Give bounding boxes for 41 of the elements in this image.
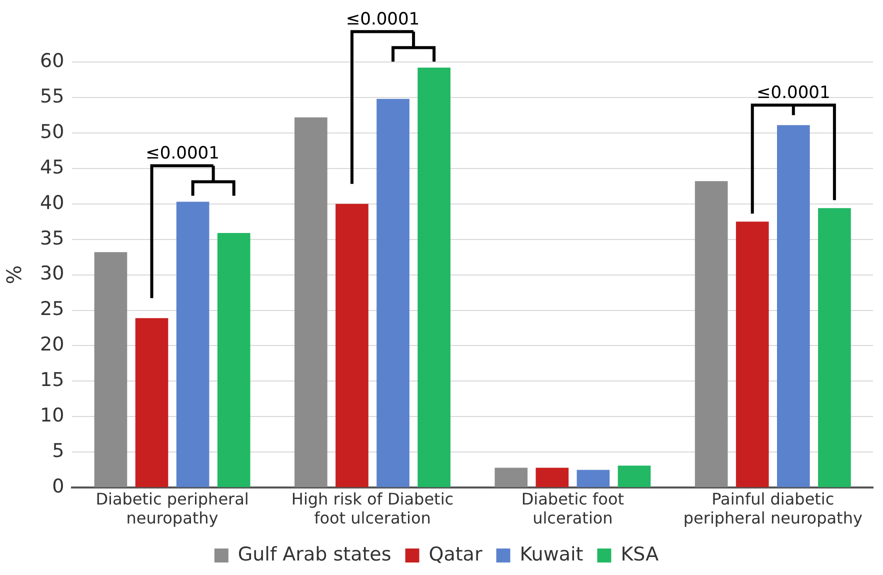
bar xyxy=(694,181,728,488)
y-tick-label: 55 xyxy=(40,85,64,108)
y-tick-label: 15 xyxy=(40,369,64,392)
y-tick-label: 35 xyxy=(40,227,64,250)
bar xyxy=(494,468,528,488)
bar xyxy=(618,466,651,488)
y-tick-label: 50 xyxy=(40,120,64,143)
y-tick-label: 45 xyxy=(40,156,64,178)
bar xyxy=(736,222,769,488)
bar xyxy=(94,252,128,488)
y-tick-label: 10 xyxy=(40,404,64,427)
y-tick-label: 30 xyxy=(40,262,64,285)
bar xyxy=(336,204,368,488)
legend-label: Kuwait xyxy=(520,543,584,566)
legend-label: KSA xyxy=(620,543,659,566)
legend-label: Qatar xyxy=(428,543,482,566)
bar xyxy=(176,202,210,488)
bar xyxy=(818,208,851,488)
x-tick-label: Diabetic foot ulceration xyxy=(521,489,624,528)
annotation: ≤0.0001 xyxy=(756,83,830,104)
bar xyxy=(777,125,810,488)
bar xyxy=(135,318,168,488)
bar xyxy=(418,68,450,488)
legend-label: Gulf Arab states xyxy=(238,543,392,566)
y-tick-label: 40 xyxy=(40,192,64,214)
bar xyxy=(536,468,569,488)
y-tick-label: 0 xyxy=(52,476,64,498)
bar xyxy=(576,470,610,488)
y-tick-label: 60 xyxy=(40,50,64,72)
y-tick-label: 5 xyxy=(52,440,64,462)
y-tick-label: 20 xyxy=(40,334,64,356)
x-tick-label: Diabetic peripheral neuropathy xyxy=(96,489,249,528)
bar xyxy=(294,117,328,488)
y-axis-title: % xyxy=(2,265,26,284)
text: ≤0.0001 xyxy=(346,10,420,30)
annotation: ≤0.0001 xyxy=(146,144,220,164)
y-tick-label: 25 xyxy=(40,298,64,320)
bar xyxy=(376,98,410,488)
bar xyxy=(217,232,250,488)
x-tick-label: Painful diabetic peripheral neuropathy xyxy=(683,489,862,528)
x-tick-label: High risk of Diabetic foot ulceration xyxy=(291,489,454,528)
